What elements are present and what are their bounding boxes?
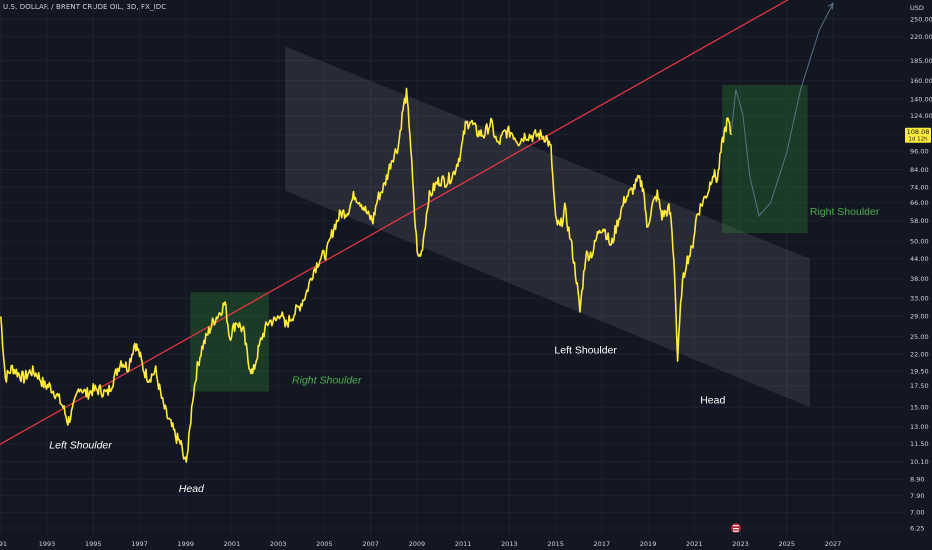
price-tag-countdown: 1d 12h [908, 137, 928, 143]
x-tick-label: 2009 [409, 540, 426, 548]
y-tick-label: 50.00 [910, 237, 929, 245]
y-tick-label: 250.00 [910, 15, 932, 23]
x-tick-label: 1999 [177, 540, 194, 548]
x-tick-label: 2021 [686, 540, 703, 548]
y-tick-label: 29.00 [910, 313, 929, 321]
annotation-label: Left Shoulder [554, 345, 617, 357]
y-tick-label: 84.00 [910, 166, 929, 174]
annotations: Left Shoulder Head Right Shoulder Left Shou… [49, 206, 880, 495]
event-flag-stripe [732, 525, 739, 527]
annotation-label: Left Shoulder [49, 440, 112, 452]
y-tick-label: 15.00 [910, 404, 929, 412]
x-tick-label: 1991 [0, 540, 7, 548]
y-tick-label: 6.25 [910, 524, 924, 532]
annotation-label: Right Shoulder [292, 375, 362, 387]
x-tick-label: 2027 [825, 540, 842, 548]
x-tick-label: 2007 [362, 540, 379, 548]
price-tag-value: 108.08 [907, 128, 930, 136]
y-tick-label: 7.90 [910, 492, 924, 500]
y-tick-label: 17.50 [910, 382, 929, 390]
projection-arrow-head [827, 2, 834, 10]
right-shoulder-box-2 [722, 84, 808, 234]
y-tick-label: 140.00 [910, 95, 932, 103]
x-tick-label: 2025 [778, 540, 795, 548]
y-tick-label: 8.90 [910, 476, 924, 484]
currency-label: USD [910, 4, 924, 12]
annotation-label: Head [700, 395, 725, 407]
x-tick-label: 2013 [501, 540, 518, 548]
time-axis: 1991 1993 1995 1997 1999 2001 2003 2005 2007 2009… [0, 523, 841, 548]
drawings [0, 0, 834, 445]
x-tick-label: 1993 [39, 540, 56, 548]
y-tick-label: 220.00 [910, 33, 932, 41]
x-tick-label: 1995 [85, 540, 102, 548]
x-tick-label: 1997 [131, 540, 148, 548]
projection-path [730, 3, 834, 217]
grid [0, 0, 904, 536]
descending-channel [285, 46, 810, 408]
price-series [0, 87, 733, 463]
y-tick-label: 11.50 [910, 440, 929, 448]
event-flag-stripe [732, 528, 739, 530]
event-flag-stripe [732, 530, 739, 532]
y-tick-label: 22.00 [910, 351, 929, 359]
x-tick-label: 2015 [547, 540, 564, 548]
y-tick-label: 7.00 [910, 509, 924, 517]
y-tick-label: 13.00 [910, 423, 929, 431]
y-tick-label: 58.00 [910, 217, 929, 225]
trend-line [0, 0, 789, 445]
annotation-label: Head [179, 483, 205, 495]
y-tick-label: 185.00 [910, 57, 932, 65]
chart-title: U.S. DOLLAR / BRENT CRUDE OIL, 3D, FX_ID… [3, 3, 167, 11]
x-tick-label: 2001 [224, 540, 241, 548]
price-tag [905, 127, 931, 143]
y-tick-label: 160.00 [910, 77, 932, 85]
y-tick-label: 44.00 [910, 255, 929, 263]
y-tick-label: 33.00 [910, 295, 929, 303]
x-tick-label: 2023 [732, 540, 749, 548]
y-tick-label: 74.00 [910, 183, 929, 191]
x-tick-label: 2019 [640, 540, 657, 548]
y-tick-label: 124.00 [910, 112, 932, 120]
y-tick-label: 66.00 [910, 199, 929, 207]
y-tick-label: 96.00 [910, 147, 929, 155]
x-tick-label: 2003 [270, 540, 287, 548]
y-tick-label: 25.00 [910, 333, 929, 341]
annotation-label: Right Shoulder [810, 206, 880, 218]
y-tick-label: 38.00 [910, 275, 929, 283]
price-line [0, 87, 733, 463]
y-tick-label: 19.50 [910, 367, 929, 375]
x-tick-label: 2011 [455, 540, 472, 548]
right-shoulder-box-1 [190, 292, 269, 392]
price-axis: USD 6.25 7.00 7.90 8.90 10.10 11.50 13.00 15.00 1… [905, 4, 932, 532]
y-tick-label: 10.10 [910, 458, 929, 466]
x-tick-label: 2005 [316, 540, 333, 548]
x-tick-label: 2017 [594, 540, 611, 548]
